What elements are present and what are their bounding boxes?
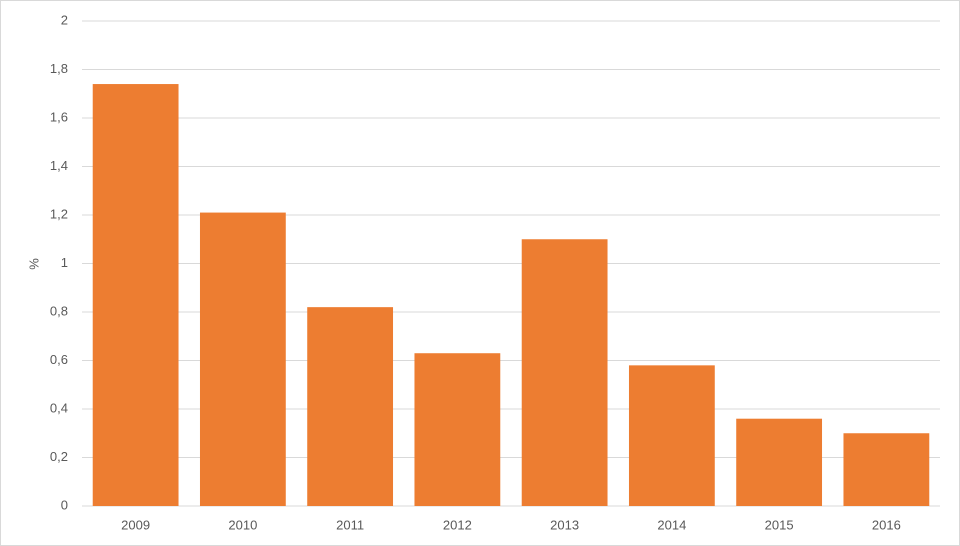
y-tick-label: 0,2 xyxy=(50,449,68,464)
x-tick-label: 2011 xyxy=(336,517,364,532)
y-tick-label: 1,4 xyxy=(50,158,68,173)
bar xyxy=(736,418,823,506)
y-tick-label: 1,8 xyxy=(50,61,68,76)
y-tick-label: 0,4 xyxy=(50,400,68,415)
bar xyxy=(92,84,179,507)
y-axis-label: % xyxy=(26,258,41,270)
x-tick-label: 2010 xyxy=(228,517,257,532)
y-tick-label: 2 xyxy=(61,12,68,27)
x-tick-label: 2014 xyxy=(657,517,686,532)
bar xyxy=(521,239,608,506)
bar xyxy=(628,365,715,506)
bar xyxy=(843,433,930,506)
x-tick-label: 2012 xyxy=(443,517,472,532)
x-tick-label: 2016 xyxy=(872,517,901,532)
y-tick-label: 0 xyxy=(61,497,68,512)
y-tick-label: 1,6 xyxy=(50,109,68,124)
y-tick-label: 1,2 xyxy=(50,206,68,221)
bar xyxy=(199,212,286,506)
y-tick-label: 0,8 xyxy=(50,303,68,318)
y-tick-label: 1 xyxy=(61,255,68,270)
x-tick-label: 2009 xyxy=(121,517,150,532)
y-tick-label: 0,6 xyxy=(50,352,68,367)
bar xyxy=(414,353,501,506)
x-tick-label: 2013 xyxy=(550,517,579,532)
bar xyxy=(307,307,394,506)
x-tick-label: 2015 xyxy=(765,517,794,532)
